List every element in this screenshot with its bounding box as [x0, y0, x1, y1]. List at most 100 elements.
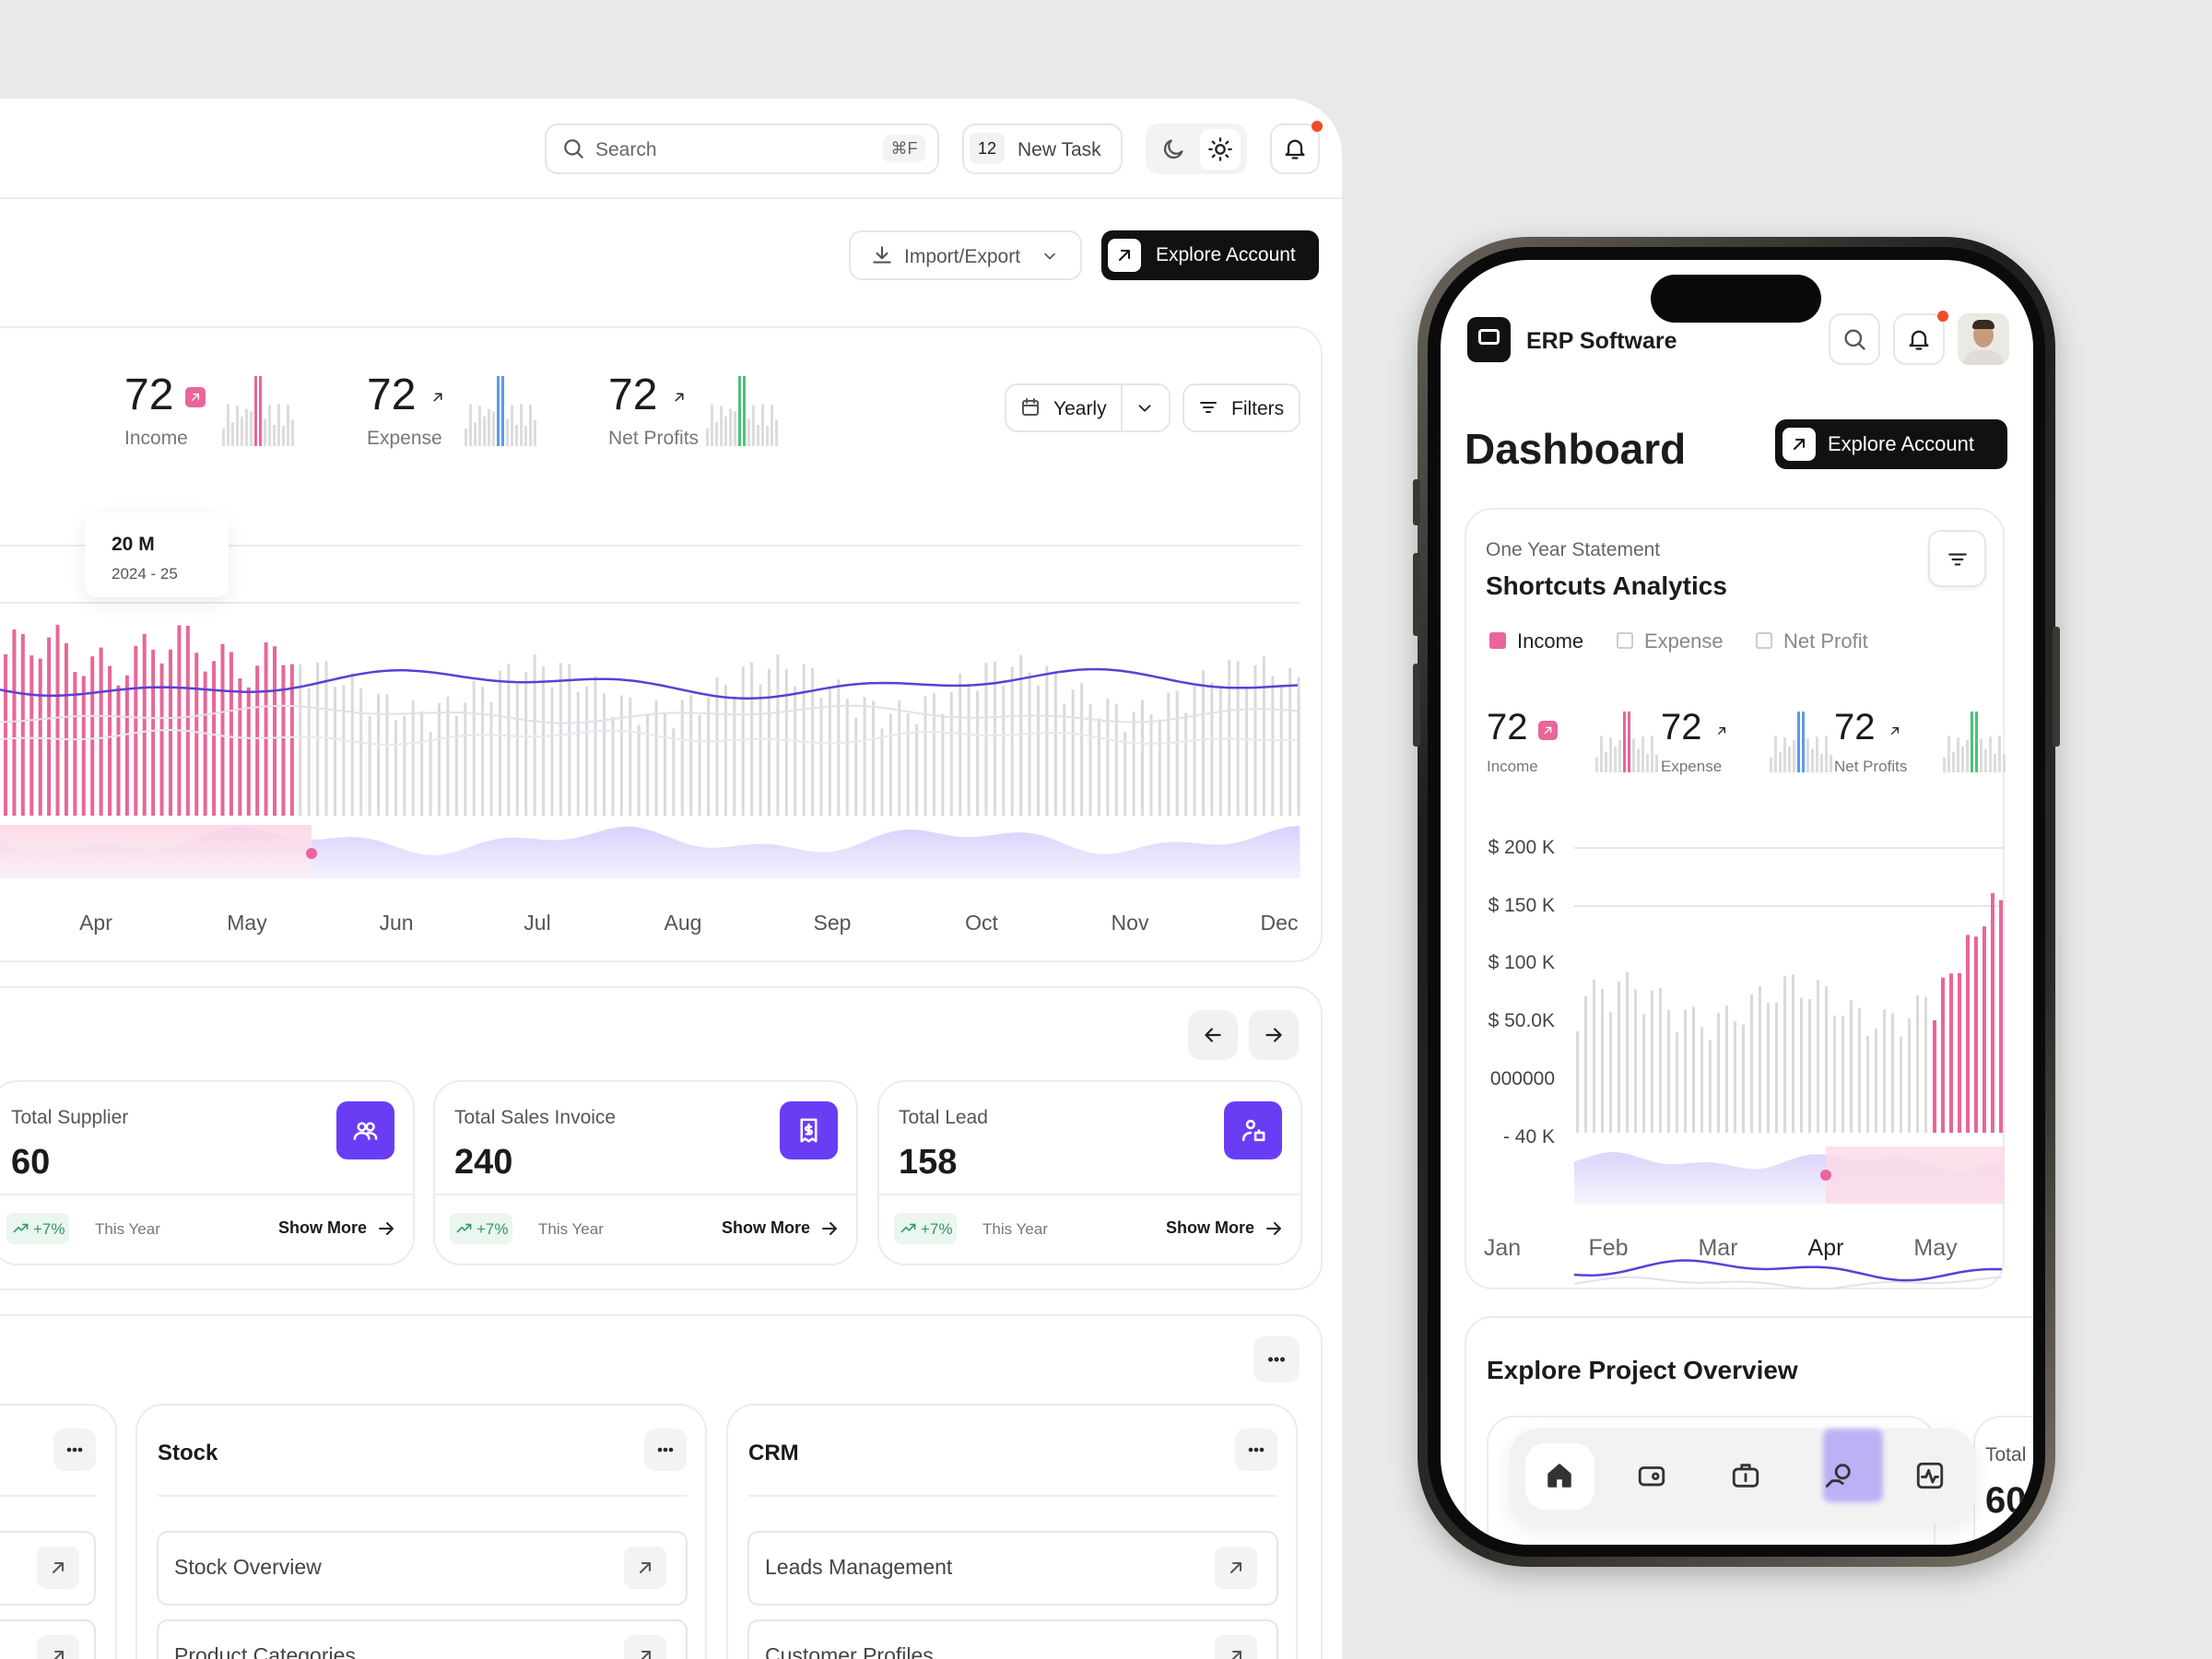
module-item[interactable] — [157, 1531, 688, 1606]
icon-part — [640, 1562, 651, 1573]
module-item[interactable] — [747, 1619, 1278, 1659]
module-item[interactable] — [0, 1531, 96, 1606]
spark-bar — [492, 411, 495, 446]
sparkline — [465, 376, 536, 446]
show-more-link[interactable]: Show More — [1166, 1218, 1255, 1237]
partial-card-value: 60 — [1985, 1480, 2027, 1521]
spark-bar — [483, 416, 486, 446]
spark-bar — [1605, 751, 1607, 772]
stat-value: 72 — [124, 371, 174, 419]
card-title: Shortcuts Analytics — [1486, 571, 1727, 600]
y-axis-label: $ 100 K — [1488, 952, 1555, 973]
icon-part — [1909, 330, 1929, 350]
arrow-icon — [1113, 244, 1135, 266]
icon-part — [353, 1131, 378, 1140]
module-item-label: Product Categories — [174, 1643, 356, 1659]
spark-bar — [273, 425, 276, 446]
icon-part — [1544, 726, 1552, 735]
show-more-link[interactable]: Show More — [278, 1218, 368, 1237]
icon-part — [1948, 553, 1967, 566]
spark-bar — [738, 376, 741, 446]
module-item[interactable] — [157, 1619, 688, 1659]
stat-card-value: 158 — [899, 1143, 958, 1182]
spark-bar — [771, 405, 773, 446]
sparkline — [1595, 712, 1658, 772]
icon-part — [564, 139, 583, 159]
spark-bar — [529, 405, 532, 446]
phone-button — [2053, 627, 2060, 747]
module-item[interactable] — [0, 1619, 96, 1659]
spark-bar — [227, 404, 229, 446]
legend-swatch[interactable] — [1617, 632, 1633, 649]
icon-part — [13, 1223, 29, 1233]
arrow-icon — [1262, 1023, 1286, 1047]
month-label: Jan — [1483, 1235, 1522, 1261]
spark-bar — [1802, 712, 1805, 772]
import-export-label: Import/Export — [904, 246, 1021, 267]
y-axis-label: 000000 — [1489, 1068, 1555, 1089]
module-item[interactable] — [747, 1531, 1278, 1606]
chevron-icon — [1135, 398, 1155, 418]
stat-card-icon-box — [1224, 1101, 1282, 1159]
spark-bar — [1989, 736, 1992, 772]
arrow-icon — [375, 1218, 397, 1240]
more-button[interactable] — [1235, 1429, 1277, 1471]
icon-part — [1200, 402, 1217, 413]
search-button[interactable] — [1829, 313, 1880, 365]
arrow-icon — [47, 1645, 69, 1659]
app-name: ERP Software — [1526, 328, 1677, 354]
spark-bar — [222, 429, 225, 446]
show-more-link[interactable]: Show More — [722, 1218, 811, 1237]
spark-bar — [1595, 757, 1598, 772]
spark-bar — [1971, 712, 1973, 772]
icon-part — [1857, 342, 1865, 350]
legend-label: Net Profit — [1783, 629, 1868, 653]
icon-part — [1022, 400, 1039, 416]
more-button[interactable] — [53, 1429, 96, 1471]
icon-part — [66, 1447, 72, 1453]
spark-bar — [1994, 754, 1996, 772]
icon-part — [1266, 1222, 1281, 1235]
month-label: Jul — [524, 911, 551, 935]
y-axis-label: - 40 K — [1502, 1126, 1555, 1147]
divider — [0, 197, 1342, 199]
filters-button[interactable] — [1182, 383, 1300, 432]
icon-part — [800, 1118, 818, 1143]
avatar[interactable] — [1958, 313, 2009, 365]
icon-part — [456, 1223, 472, 1233]
icon-part — [1718, 727, 1725, 735]
spark-bar — [1770, 757, 1772, 772]
icon-part — [1825, 1464, 1851, 1488]
notification-button[interactable] — [1893, 313, 1945, 365]
spark-bar — [1943, 757, 1946, 772]
sparkline — [706, 376, 778, 446]
stat-arrow — [1888, 724, 1902, 738]
icon-part — [1285, 139, 1305, 157]
notification-button[interactable] — [1270, 124, 1320, 174]
period-label: This Year — [538, 1220, 604, 1238]
month-label: Dec — [1260, 911, 1299, 935]
period-label: This Year — [982, 1220, 1048, 1238]
more-button[interactable] — [1253, 1336, 1300, 1382]
more-button[interactable] — [644, 1429, 687, 1471]
spark-bar — [734, 411, 736, 446]
stat-card-title: Total Sales Invoice — [454, 1107, 617, 1128]
search-box[interactable] — [545, 124, 939, 174]
tooltip-value: 20 M — [112, 534, 155, 555]
spark-bar — [520, 404, 523, 446]
legend-swatch[interactable] — [1489, 632, 1506, 649]
y-axis-label: $ 150 K — [1488, 895, 1555, 916]
spark-bar — [1637, 748, 1640, 772]
legend-swatch[interactable] — [1756, 632, 1772, 649]
icon-part — [668, 1447, 674, 1453]
icon-part — [640, 1562, 651, 1573]
icon-part — [1638, 1466, 1665, 1487]
import-export-button[interactable] — [849, 230, 1082, 280]
icon-part — [1138, 405, 1151, 412]
arrow-icon — [634, 1645, 656, 1659]
stat-arrow — [1714, 724, 1729, 738]
spark-bar — [747, 418, 750, 446]
spark-bar — [752, 405, 755, 446]
spark-bar — [1628, 712, 1630, 772]
